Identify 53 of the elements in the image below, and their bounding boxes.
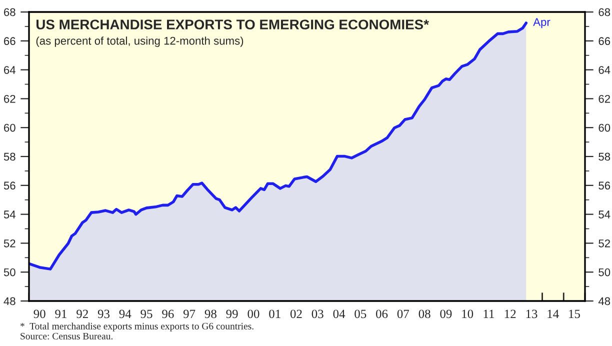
y-tick-label: 52: [4, 239, 16, 248]
y-tick-label: 58: [4, 152, 16, 161]
x-tick-label: 92: [76, 310, 88, 318]
y-tick-label: 54: [4, 210, 16, 218]
x-tick-label: 07: [397, 310, 410, 318]
text: (as percent of total, using 12-month sums): [36, 36, 244, 47]
y-tick-label: 48: [4, 297, 16, 306]
text: * Total merchandise exports minus exports to G6 countries.: [20, 322, 254, 332]
x-tick-label: 03: [312, 310, 324, 318]
x-tick-label: 97: [183, 310, 196, 318]
x-tick-label: 09: [440, 310, 452, 318]
y-tick-label: 50: [4, 268, 16, 276]
y2-tick-label: 56: [598, 182, 610, 190]
source-note: Source: Census Bureau.: [20, 332, 113, 340]
y2-tick-label: 52: [598, 239, 610, 248]
x-tick-label: 05: [354, 310, 366, 318]
y2-tick-label: 50: [598, 268, 610, 276]
x-tick-label: 12: [504, 310, 516, 318]
x-tick-label: 93: [98, 310, 110, 318]
x-tick-label: 01: [269, 310, 280, 318]
y-tick-label: 56: [4, 182, 16, 190]
x-tick-label: 95: [140, 310, 152, 318]
y2-tick-label: 68: [598, 8, 610, 16]
x-tick-label: 14: [548, 310, 559, 318]
y2-tick-label: 48: [598, 297, 610, 306]
x-tick-label: 98: [204, 310, 216, 318]
chart-title: US MERCHANDISE EXPORTS TO EMERGING ECONOMIES*: [36, 20, 429, 30]
y2-tick-label: 62: [598, 94, 610, 103]
annotation: Apr: [533, 18, 550, 28]
x-tick-label: 96: [162, 310, 174, 318]
x-tick-label: 94: [119, 310, 132, 318]
y2-tick-label: 58: [598, 152, 610, 161]
y-tick-label: 62: [4, 94, 16, 103]
x-tick-label: 02: [290, 310, 302, 318]
x-tick-label: 13: [526, 310, 538, 318]
x-tick-label: 11: [484, 310, 494, 318]
x-tick-label: 08: [418, 310, 430, 318]
y-tick-label: 66: [4, 37, 16, 46]
x-tick-label: 06: [376, 310, 388, 318]
x-tick-label: 15: [569, 310, 580, 318]
y2-tick-label: 54: [598, 210, 610, 218]
y2-tick-label: 60: [598, 124, 610, 132]
y-tick-label: 68: [4, 8, 16, 16]
y2-tick-label: 66: [598, 37, 610, 46]
x-tick-label: 99: [226, 310, 238, 318]
x-tick-label: 90: [34, 310, 46, 318]
y-tick-label: 60: [4, 124, 16, 132]
x-tick-label: 00: [248, 310, 260, 318]
y2-tick-label: 64: [598, 66, 610, 74]
y-tick-label: 64: [4, 66, 16, 74]
x-tick-label: 10: [462, 310, 474, 318]
x-tick-label: 91: [55, 310, 66, 318]
x-tick-label: 04: [333, 310, 346, 318]
